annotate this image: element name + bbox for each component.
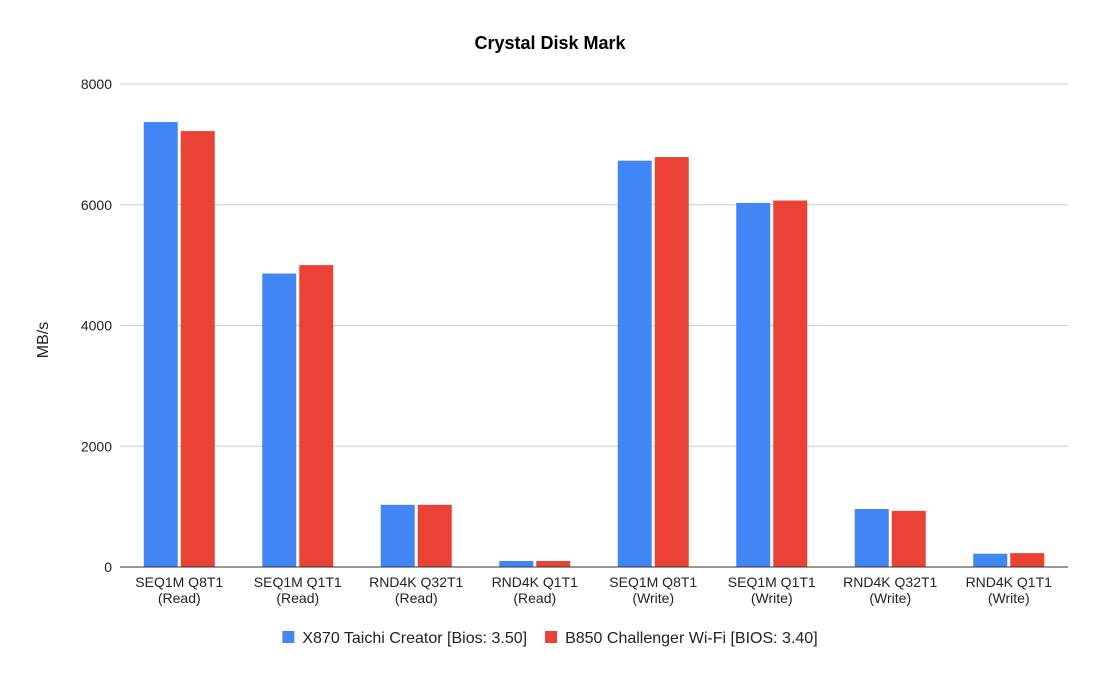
bar-series-2-category-3 [417,504,452,567]
legend: X870 Taichi Creator [Bios: 3.50] B850 Cha… [282,630,818,647]
x-tick-label: (Write) [632,590,674,606]
bar-series-2-category-4 [536,560,571,567]
x-tick-label: RND4K Q1T1 [492,574,579,590]
x-tick-label: RND4K Q1T1 [966,574,1053,590]
bar-series-1-category-2 [262,273,297,567]
bar-series-1-category-6 [736,202,771,567]
y-tick-label: 0 [104,559,112,575]
chart-title: Crystal Disk Mark [474,33,626,53]
bar-series-2-category-5 [654,157,689,567]
x-tick-label: SEQ1M Q8T1 [609,574,697,590]
x-tick-label: (Write) [869,590,911,606]
x-tick-label: (Read) [158,590,201,606]
legend-label: B850 Challenger Wi-Fi [BIOS: 3.40] [565,630,818,647]
legend-swatch [282,631,295,643]
bar-series-2-category-2 [299,265,334,567]
x-tick-label: (Read) [276,590,319,606]
x-tick-label: RND4K Q32T1 [843,574,937,590]
x-tick-label: RND4K Q32T1 [369,574,463,590]
x-tick-label: SEQ1M Q8T1 [135,574,223,590]
x-tick-label: SEQ1M Q1T1 [728,574,816,590]
bars [143,122,1045,567]
bar-series-1-category-3 [380,504,415,567]
y-tick-label: 4000 [81,318,112,334]
gridlines [120,83,1068,447]
legend-swatch [545,631,558,643]
y-axis-label: MB/s [35,322,52,358]
x-tick-label: (Write) [751,590,793,606]
legend-item: B850 Challenger Wi-Fi [BIOS: 3.40] [545,630,818,647]
bar-series-1-category-1 [143,122,178,567]
bar-series-2-category-1 [180,131,215,567]
bar-series-2-category-8 [1010,553,1045,567]
bar-series-1-category-4 [499,560,534,567]
bar-series-1-category-8 [973,553,1008,567]
x-tick-label: (Write) [988,590,1030,606]
bar-series-2-category-7 [891,510,926,567]
bar-series-1-category-7 [854,509,889,567]
y-tick-label: 8000 [81,76,112,92]
x-tick-label: (Read) [513,590,556,606]
bar-series-1-category-5 [617,160,652,567]
bar-series-2-category-6 [773,200,808,567]
legend-item: X870 Taichi Creator [Bios: 3.50] [282,630,527,647]
y-tick-label: 2000 [81,438,112,454]
x-tick-label: (Read) [395,590,438,606]
legend-label: X870 Taichi Creator [Bios: 3.50] [302,630,527,647]
x-tick-label: SEQ1M Q1T1 [254,574,342,590]
y-tick-label: 6000 [81,197,112,213]
